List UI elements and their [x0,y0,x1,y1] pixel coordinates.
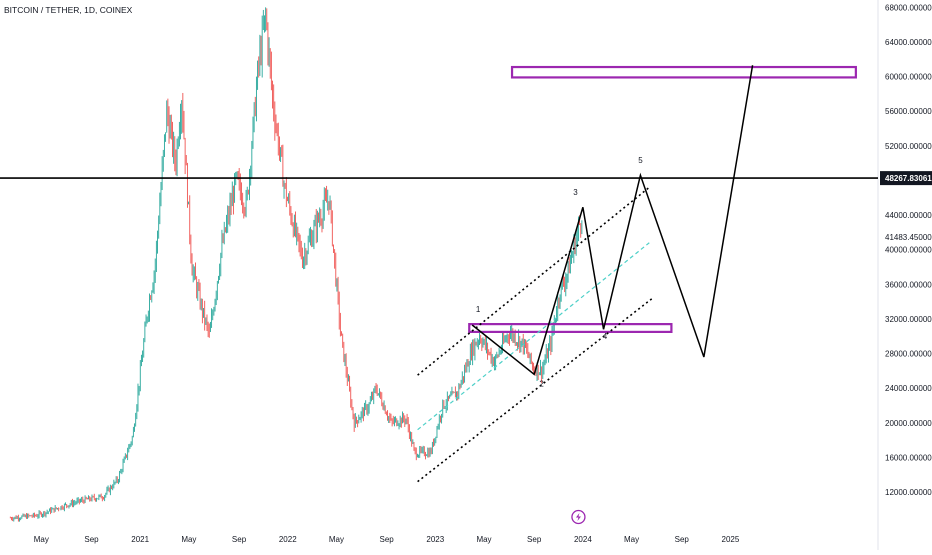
x-tick-label: May [329,535,344,544]
x-tick-label: May [476,535,491,544]
x-tick-label: Sep [379,535,394,544]
wave-label-2: 2 [539,379,544,388]
y-tick-label: 64000.00000 [885,38,932,47]
y-tick-label: 20000.00000 [885,419,932,428]
target-zone-2[interactable] [468,323,673,334]
x-tick-label: 2023 [426,535,444,544]
y-tick-label: 28000.00000 [885,350,932,359]
x-tick-label: Sep [527,535,542,544]
x-tick-label: 2025 [722,535,740,544]
x-tick-label: May [34,535,49,544]
y-tick-label: 36000.00000 [885,280,932,289]
wave-label-3: 3 [573,188,578,197]
horizontal-level-tag-label: 48267.83061 [885,174,932,183]
y-tick-label: 56000.00000 [885,107,932,116]
y-tick-label: 44000.00000 [885,211,932,220]
wave-label-4: 4 [603,332,608,341]
y-tick-label: 16000.00000 [885,453,932,462]
target-zone-1[interactable] [510,65,857,79]
x-tick-label: Sep [675,535,690,544]
y-tick-label: 12000.00000 [885,488,932,497]
y-tick-label: 24000.00000 [885,384,932,393]
y-tick-label: 40000.00000 [885,246,932,255]
y-tick-label: 32000.00000 [885,315,932,324]
x-tick-label: 2024 [574,535,592,544]
x-tick-label: 2021 [131,535,149,544]
wave-label-5: 5 [638,156,643,165]
wave-projection-line[interactable] [471,65,754,376]
lightning-bolt-glyph [575,513,581,521]
y-tick-label: 60000.00000 [885,73,932,82]
horizontal-level-tag [880,171,932,186]
chart-title: BITCOIN / TETHER, 1D, COINEX [4,5,133,15]
y-tick-label: 68000.00000 [885,3,932,12]
y-tick-label: 52000.00000 [885,142,932,151]
x-tick-label: May [624,535,639,544]
x-tick-label: Sep [232,535,247,544]
current-price-label: 41483.45000 [885,233,932,242]
channel-middle-line[interactable] [417,242,650,431]
x-tick-label: May [181,535,196,544]
wave-label-1: 1 [476,305,481,314]
x-tick-label: 2022 [279,535,297,544]
x-tick-label: Sep [84,535,99,544]
